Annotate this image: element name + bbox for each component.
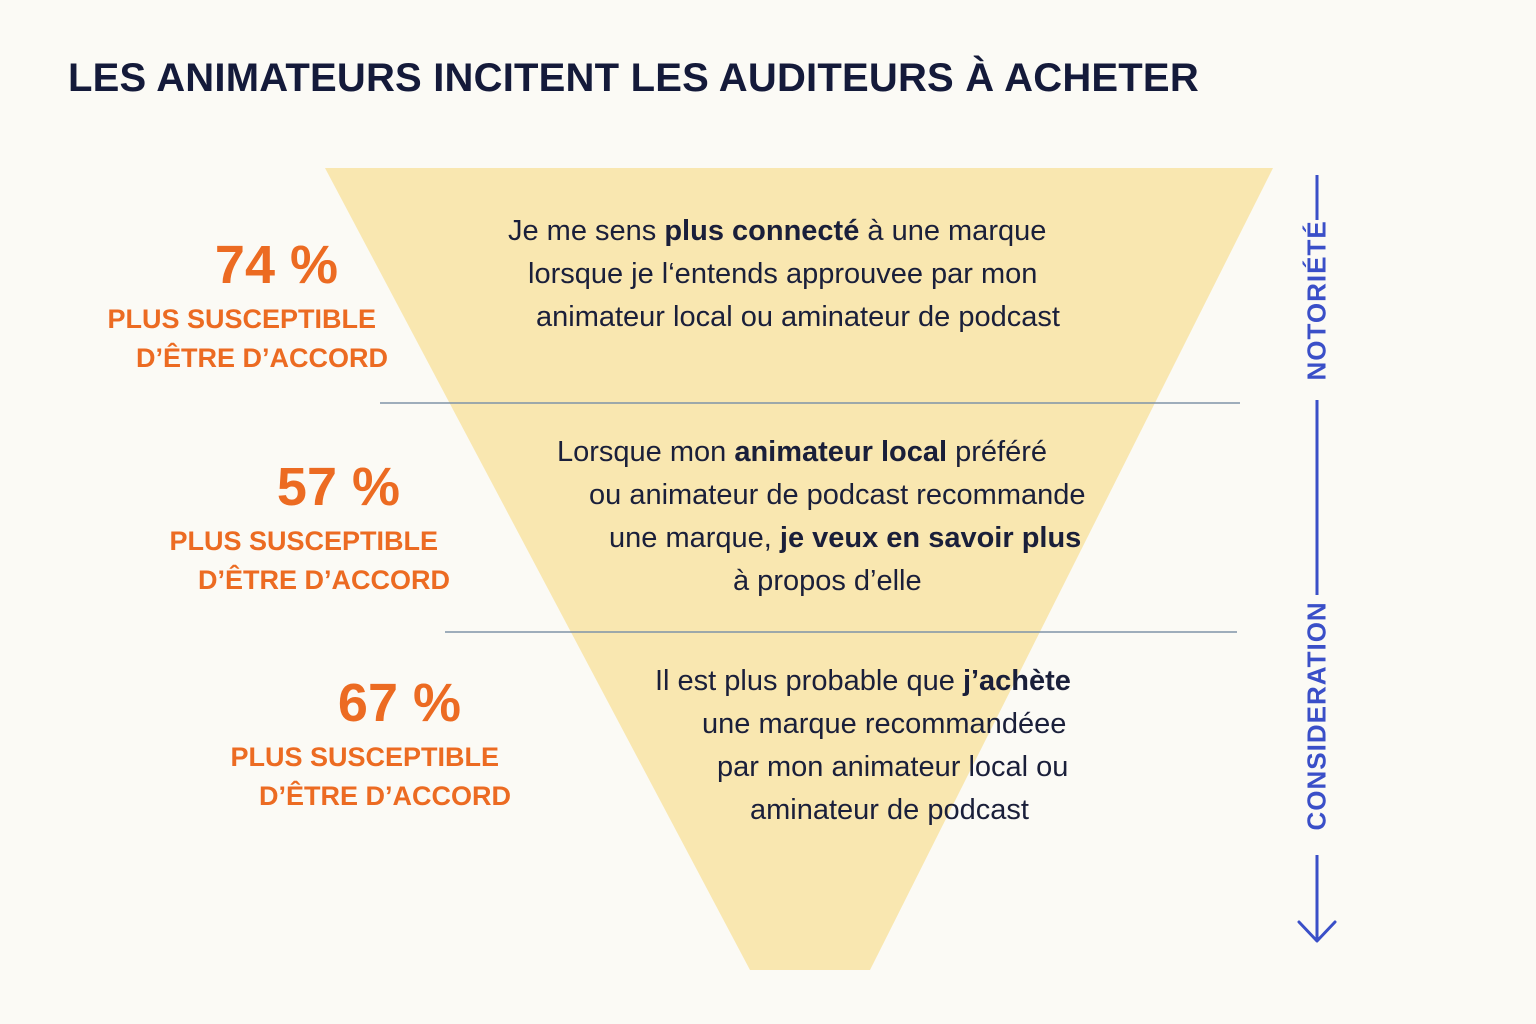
statement-text: à une marque xyxy=(859,215,1047,247)
statement-text: lorsque je l‘entends approuvee par mon xyxy=(528,258,1038,290)
statement-text: Lorsque mon xyxy=(557,436,735,468)
funnel-shape xyxy=(325,168,1273,970)
stage-3-statement: Il est plus probable que j’achète une ma… xyxy=(655,660,1071,832)
page-title: LES ANIMATEURS INCITENT LES AUDITEURS À … xyxy=(68,56,1199,100)
stage-3-label-line-1: PLUS SUSCEPTIBLE xyxy=(230,742,499,772)
stage-2-statement: Lorsque mon animateur local préféré ou a… xyxy=(557,431,1086,603)
stage-1-statement: Je me sens plus connecté à une marque lo… xyxy=(508,210,1060,339)
stage-1-label: PLUS SUSCEPTIBLE D’ÊTRE D’ACCORD xyxy=(107,300,388,378)
stage-3-statement-line: aminateur de podcast xyxy=(655,789,1071,832)
statement-text: à propos d’elle xyxy=(733,565,922,597)
stage-3-percent: 67 % xyxy=(337,673,461,733)
statement-text: une marque recommandéee xyxy=(702,708,1067,740)
emphasis-text: j’achète xyxy=(962,665,1071,697)
stage-1-label-line-2: D’ÊTRE D’ACCORD xyxy=(135,343,388,373)
axis-label-consideration: CONSIDERATION xyxy=(1301,601,1332,831)
stage-3-label: PLUS SUSCEPTIBLE D’ÊTRE D’ACCORD xyxy=(230,738,511,816)
statement-text: ou animateur de podcast recommande xyxy=(589,479,1086,511)
stage-2-statement-line: à propos d’elle xyxy=(557,560,1086,603)
stage-3-label-line-2: D’ÊTRE D’ACCORD xyxy=(258,781,511,811)
stage-2-label-line-1: PLUS SUSCEPTIBLE xyxy=(169,526,438,556)
axis-label-notoriete: NOTORIÉTÉ xyxy=(1301,220,1332,381)
stage-3-statement-line: par mon animateur local ou xyxy=(655,746,1071,789)
statement-text: une marque, xyxy=(609,522,780,554)
stage-2-label-line-2: D’ÊTRE D’ACCORD xyxy=(197,565,450,595)
statement-text: préféré xyxy=(947,436,1048,468)
statement-text: aminateur de podcast xyxy=(750,794,1029,826)
statement-text: animateur local ou aminateur de podcast xyxy=(536,301,1060,333)
emphasis-text: je veux en savoir plus xyxy=(779,522,1082,554)
statement-text: par mon animateur local ou xyxy=(717,751,1069,783)
stage-1-percent: 74 % xyxy=(214,235,338,295)
statement-text: Il est plus probable que xyxy=(655,665,963,697)
stage-2-statement-line: Lorsque mon animateur local préféré xyxy=(557,431,1086,474)
stage-2-label: PLUS SUSCEPTIBLE D’ÊTRE D’ACCORD xyxy=(169,522,450,600)
emphasis-text: plus connecté xyxy=(664,215,860,247)
statement-text: Je me sens xyxy=(508,215,665,247)
arrow-down-icon xyxy=(1297,920,1337,943)
stage-2-statement-line: une marque, je veux en savoir plus xyxy=(557,517,1086,560)
stage-2-percent: 57 % xyxy=(276,457,400,517)
stage-2-statement-line: ou animateur de podcast recommande xyxy=(557,474,1086,517)
emphasis-text: animateur local xyxy=(734,436,948,468)
stage-3-statement-line: Il est plus probable que j’achète xyxy=(655,660,1071,703)
stage-1-statement-line: animateur local ou aminateur de podcast xyxy=(508,296,1060,339)
stage-3-statement-line: une marque recommandéee xyxy=(655,703,1071,746)
stage-1-statement-line: Je me sens plus connecté à une marque xyxy=(508,210,1060,253)
stage-1-label-line-1: PLUS SUSCEPTIBLE xyxy=(107,304,376,334)
stage-1-stat: 74 % PLUS SUSCEPTIBLE D’ÊTRE D’ACCORD xyxy=(107,238,388,378)
stage-2-stat: 57 % PLUS SUSCEPTIBLE D’ÊTRE D’ACCORD xyxy=(169,460,450,600)
stage-3-stat: 67 % PLUS SUSCEPTIBLE D’ÊTRE D’ACCORD xyxy=(230,676,511,816)
stage-1-statement-line: lorsque je l‘entends approuvee par mon xyxy=(508,253,1060,296)
